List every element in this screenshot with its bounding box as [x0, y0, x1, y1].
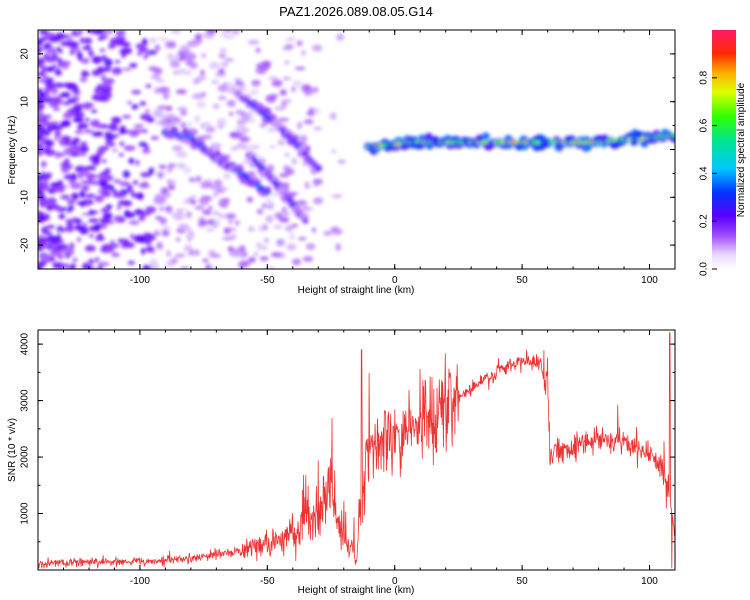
snr-xtick-label: 0	[392, 576, 398, 587]
snr-xlabel: Height of straight line (km)	[298, 585, 415, 596]
spec-xtick-label: -50	[260, 275, 275, 286]
snr-ytick-label: 4000	[20, 333, 31, 356]
snr-xtick-label: -50	[260, 576, 275, 587]
snr-ytick-label: 2000	[20, 445, 31, 468]
spec-xtick-label: -100	[130, 275, 150, 286]
colorbar-tick-label: 0.4	[699, 166, 710, 180]
snr-xtick-label: -100	[130, 576, 150, 587]
snr-series-line	[38, 332, 675, 569]
snr-axes: -100 -50 0 50 100 1000 2000 3000 4000	[20, 330, 676, 587]
colorbar-label: Normalized spectral amplitude	[736, 82, 747, 217]
spec-ytick-label: -10	[20, 190, 31, 205]
snr-frame	[37, 329, 676, 571]
figure-title: PAZ1.2026.089.08.05.G14	[279, 4, 433, 19]
colorbar-tick-label: 0.0	[699, 262, 710, 276]
spec-ytick-label: 0	[20, 146, 31, 152]
colorbar-tick-label: 0.8	[699, 70, 710, 84]
spec-xtick-label: 100	[641, 275, 658, 286]
snr-ytick-label: 3000	[20, 389, 31, 412]
spectrogram-ylabel: Frequency (Hz)	[7, 116, 18, 185]
snr-ytick-label: 1000	[20, 502, 31, 525]
snr-ylabel: SNR (10 * v/v)	[7, 418, 18, 482]
colorbar-ticks: 0.0 0.2 0.4 0.6 0.8	[699, 70, 717, 276]
colorbar-tick-label: 0.2	[699, 214, 710, 228]
spec-xtick-label: 50	[517, 275, 529, 286]
colorbar	[712, 30, 736, 269]
colorbar-tick-label: 0.6	[699, 118, 710, 132]
spectrogram-image	[38, 30, 675, 269]
snr-xtick-label: 100	[641, 576, 658, 587]
spec-ytick-label: -20	[20, 237, 31, 252]
spec-xtick-label: 0	[392, 275, 398, 286]
snr-plot-area	[38, 330, 675, 570]
spectrogram-xlabel: Height of straight line (km)	[298, 285, 415, 296]
spec-ytick-label: 20	[20, 48, 31, 60]
snr-xtick-label: 50	[517, 576, 529, 587]
spec-ytick-label: 10	[20, 96, 31, 108]
